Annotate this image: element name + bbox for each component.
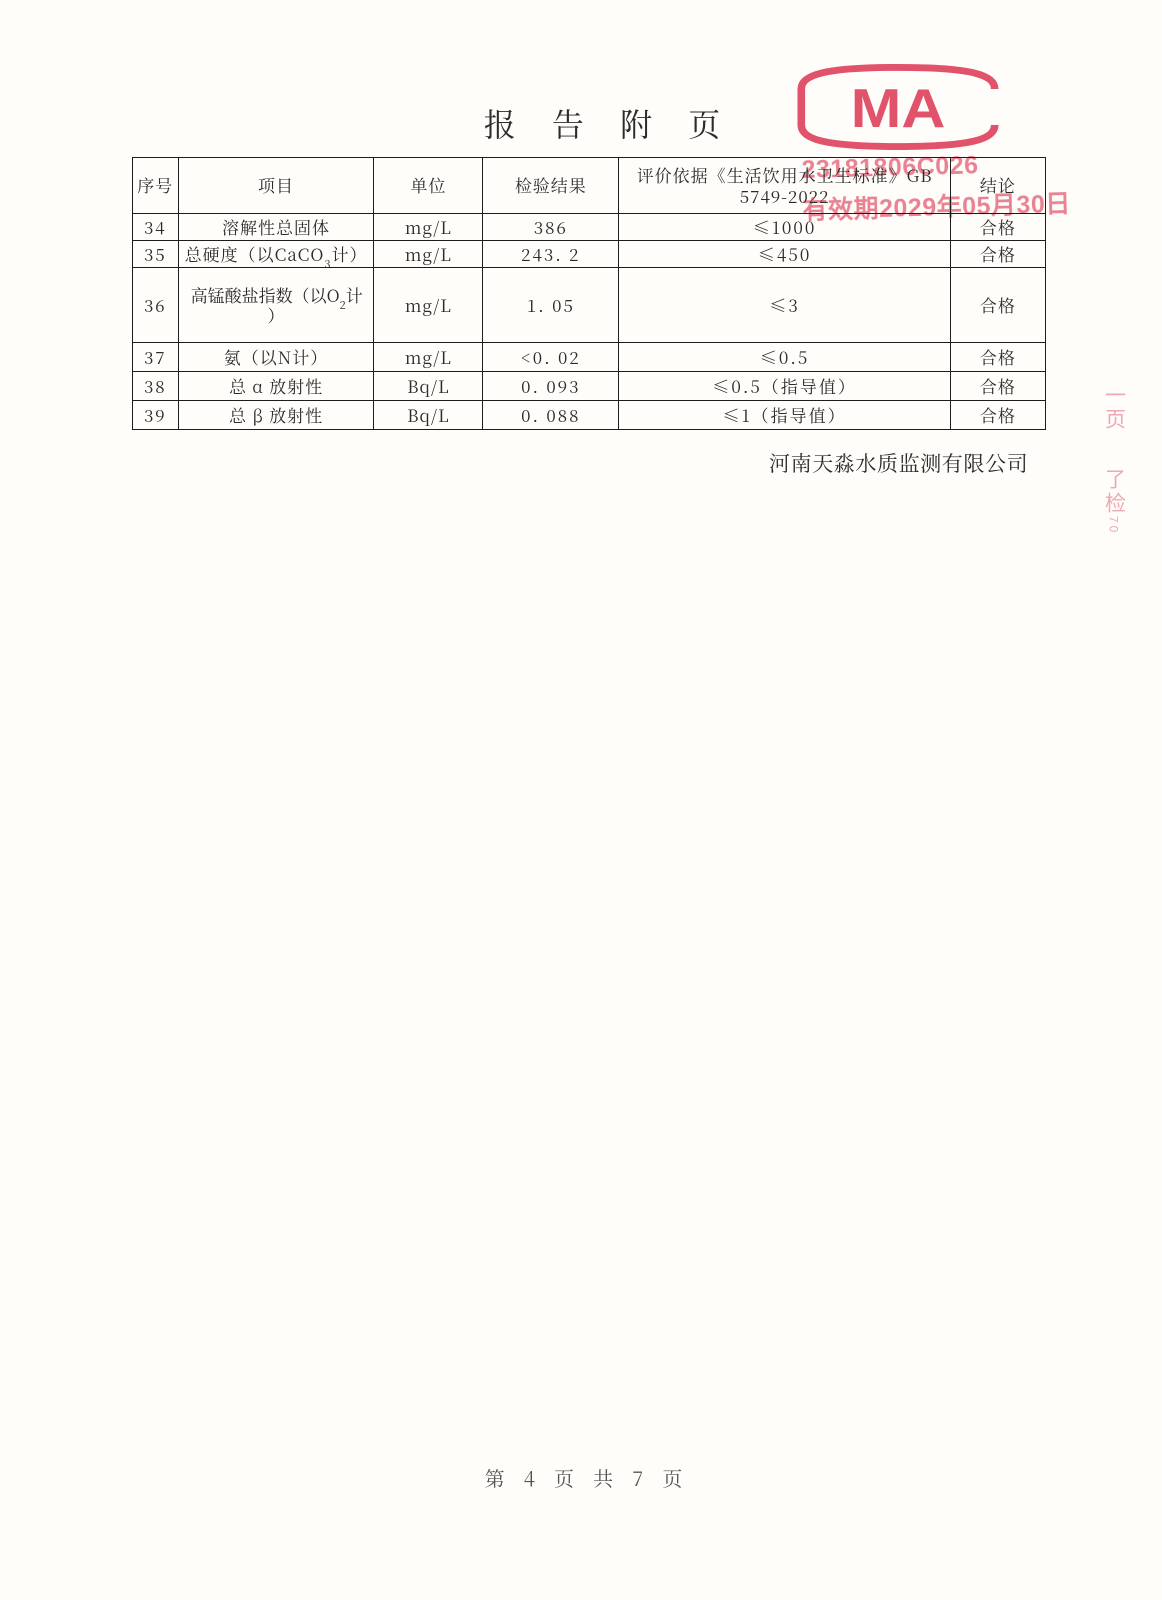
svg-text:MA: MA [851, 78, 946, 140]
